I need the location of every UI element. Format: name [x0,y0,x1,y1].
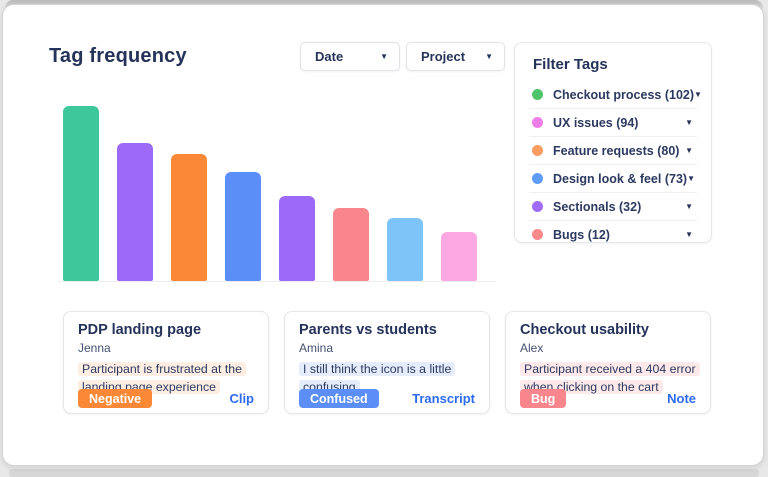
filter-tag-label: Feature requests (80) [553,143,680,158]
chart-bar-4 [225,172,261,281]
card-quote: Participant received a 404 error when cl… [520,360,704,396]
sentiment-badge-negative: Negative [78,389,153,408]
filter-tag-label: Bugs (12) [553,227,610,242]
date-dropdown[interactable]: Date ▼ [300,42,400,71]
tag-color-dot [532,173,543,184]
insight-card-pdp-landing-page: PDP landing page Jenna Participant is frus… [63,311,269,414]
page-title: Tag frequency [49,45,187,67]
date-dropdown-label: Date [315,49,344,64]
card-author: Jenna [78,341,111,355]
filter-tag-label: UX issues (94) [553,115,639,130]
card-title: PDP landing page [78,322,202,338]
chart-bar-8 [441,232,477,281]
chevron-down-icon[interactable]: ▼ [685,201,693,211]
note-link[interactable]: Note [667,391,696,406]
chart-baseline [58,281,496,282]
card-author: Alex [520,341,544,355]
filter-panel-title: Filter Tags [533,56,608,73]
chevron-down-icon[interactable]: ▼ [694,89,702,99]
tag-color-dot [532,229,543,240]
project-dropdown-label: Project [421,49,466,64]
filter-tag-checkout-process[interactable]: Checkout process (102) ▼ [529,81,702,108]
insight-card-checkout-usability: Checkout usability Alex Participant receiv… [505,311,711,414]
filter-tag-ux-issues[interactable]: UX issues (94) ▼ [529,108,697,136]
transcript-link[interactable]: Transcript [412,391,475,406]
tag-color-dot [532,89,543,100]
sentiment-badge-bug: Bug [520,389,567,408]
project-dropdown[interactable]: Project ▼ [406,42,505,71]
card-footer: Negative Clip [78,389,254,408]
sentiment-badge-confused: Confused [299,389,379,408]
filter-tag-label: Design look & feel (73) [553,171,688,186]
clip-link[interactable]: Clip [229,391,254,406]
insight-cards-row: PDP landing page Jenna Participant is frus… [63,311,711,414]
card-title: Parents vs students [299,322,437,338]
chevron-down-icon[interactable]: ▼ [685,145,693,155]
chart-bar-7 [387,218,423,281]
filter-tag-sectionals[interactable]: Sectionals (32) ▼ [529,192,697,220]
chart-bar-5 [279,196,315,281]
tag-frequency-bar-chart [3,102,508,281]
chevron-down-icon: ▼ [485,51,493,61]
tag-color-dot [532,117,543,128]
card-footer: Confused Transcript [299,389,475,408]
tag-color-dot [532,201,543,212]
filter-tag-list: Checkout process (102) ▼ UX issues (94) ▼ Fe… [529,81,702,248]
chart-bar-1 [63,106,99,281]
filter-tag-bugs[interactable]: Bugs (12) ▼ [529,220,697,248]
chart-bar-3 [171,154,207,281]
filter-tag-feature-requests[interactable]: Feature requests (80) ▼ [529,136,697,164]
filter-tag-label: Sectionals (32) [553,199,642,214]
dashboard-card: Tag frequency Date ▼ Project ▼ Filter Ta… [2,4,764,466]
card-title: Checkout usability [520,322,649,338]
chart-bar-6 [333,208,369,281]
stacked-card-bottom-edge [9,469,759,477]
insight-card-parents-vs-students: Parents vs students Amina I still think th… [284,311,490,414]
chevron-down-icon[interactable]: ▼ [685,229,693,239]
filter-tag-label: Checkout process (102) [553,87,695,102]
chevron-down-icon[interactable]: ▼ [687,173,695,183]
card-footer: Bug Note [520,389,696,408]
chart-bar-2 [117,143,153,281]
chevron-down-icon: ▼ [380,51,388,61]
filter-tag-design-look-feel[interactable]: Design look & feel (73) ▼ [529,164,697,192]
card-author: Amina [299,341,334,355]
tag-color-dot [532,145,543,156]
chevron-down-icon[interactable]: ▼ [685,117,693,127]
filter-tags-panel: Filter Tags Checkout process (102) ▼ UX is… [514,42,712,243]
